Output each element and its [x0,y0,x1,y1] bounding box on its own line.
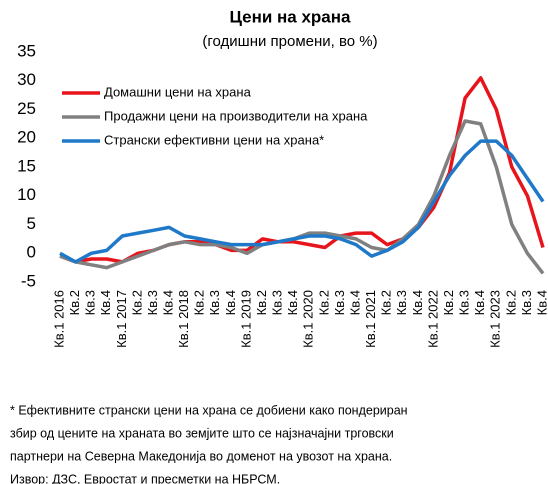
y-tick-label: 25 [17,99,36,118]
x-tick-label: Кв.4 [347,290,362,315]
y-tick-label: 35 [17,41,36,60]
x-tick-label: Кв.4 [161,290,176,315]
x-tick-label: Кв.3 [145,290,160,315]
x-tick-label: Кв.4 [98,290,113,315]
x-tick-label: Кв.2 [503,290,518,315]
x-tick-label: Кв.4 [223,290,238,315]
x-tick-label: Кв.4 [410,290,425,315]
x-tick-label: Кв.1 2021 [363,290,378,348]
footnote: * Ефективните странски цени на храна се … [10,403,408,417]
footnote: збир од цените на храната во земјите што… [10,426,394,440]
y-tick-label: 5 [27,214,36,233]
legend-label: Странски ефективни цени на храна* [104,132,324,147]
x-tick-label: Кв.1 2019 [238,290,253,348]
x-tick-label: Кв.3 [394,290,409,315]
x-tick-label: Кв.3 [270,290,285,315]
y-tick-label: -5 [21,271,36,290]
y-tick-label: 20 [17,128,36,147]
x-tick-label: Кв.2 [254,290,269,315]
footnote: партнери на Северна Македонија во домено… [10,449,392,463]
x-tick-label: Кв.1 2022 [425,290,440,348]
x-tick-label: Кв.3 [83,290,98,315]
x-tick-label: Кв.2 [129,290,144,315]
x-tick-label: Кв.2 [192,290,207,315]
x-tick-label: Кв.4 [472,290,487,315]
x-tick-label: Кв.2 [67,290,82,315]
footnote: Извор: ДЗС, Евростат и пресметки на НБРС… [10,472,280,484]
x-tick-label: Кв.3 [519,290,534,315]
x-tick-label: Кв.1 2017 [114,290,129,348]
x-tick-label: Кв.4 [534,290,548,315]
x-tick-label: Кв.1 2018 [176,290,191,348]
x-tick-label: Кв.2 [316,290,331,315]
series-line [59,76,545,264]
legend-label: Продажни цени на производители на храна [104,108,368,123]
x-tick-label: Кв.1 2020 [301,290,316,348]
y-tick-label: 15 [17,156,36,175]
x-tick-label: Кв.3 [332,290,347,315]
chart-title: Цени на храна [230,7,352,26]
x-tick-label: Кв.4 [285,290,300,315]
y-tick-label: 30 [17,70,36,89]
x-tick-label: Кв.1 2023 [488,290,503,348]
y-tick-label: 10 [17,185,36,204]
chart-subtitle: (годишни промени, во %) [202,33,377,50]
y-tick-label: 0 [27,243,36,262]
x-tick-label: Кв.3 [457,290,472,315]
series-line [59,139,545,264]
x-tick-label: Кв.1 2016 [51,290,66,348]
x-tick-label: Кв.2 [441,290,456,315]
x-tick-label: Кв.2 [379,290,394,315]
x-tick-label: Кв.3 [207,290,222,315]
legend-label: Домашни цени на храна [104,84,252,99]
